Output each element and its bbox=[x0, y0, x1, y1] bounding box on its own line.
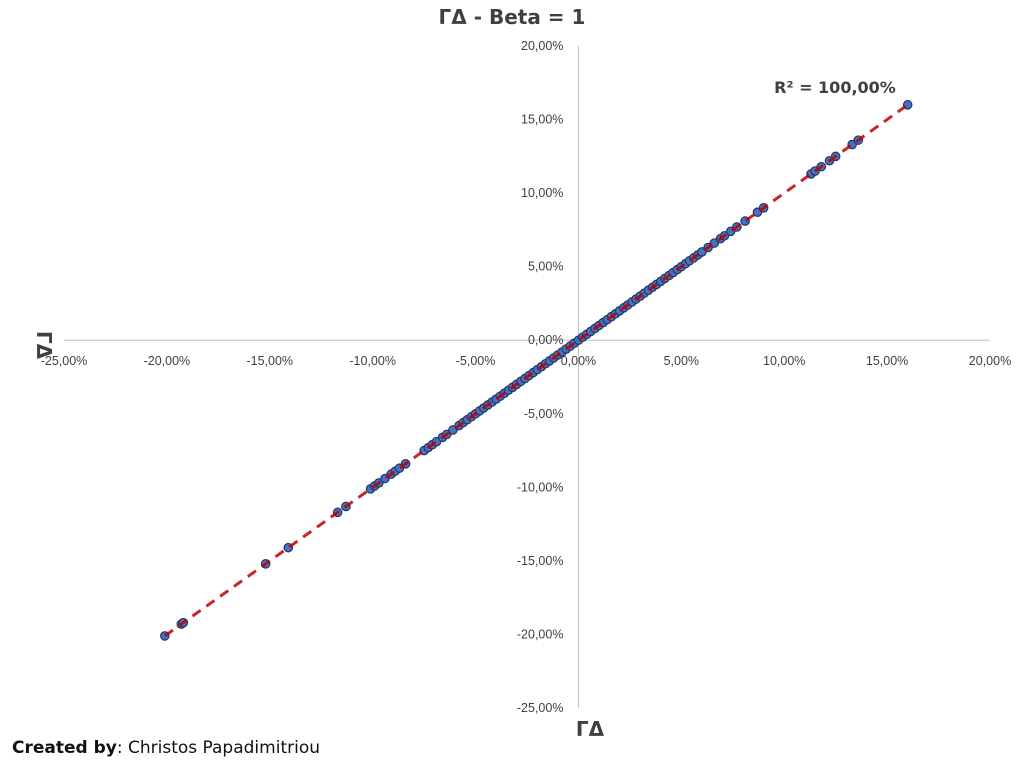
y-tick-label: 20,00% bbox=[521, 39, 563, 53]
y-tick-label: 10,00% bbox=[521, 186, 563, 200]
y-tick-label: 0,00% bbox=[528, 333, 563, 347]
axes bbox=[64, 46, 990, 708]
x-tick-label: -5,00% bbox=[456, 354, 496, 368]
x-tick-labels: -25,00% -20,00% -15,00% -10,00% -5,00% 0,00% 5… bbox=[41, 354, 1011, 368]
y-tick-labels: 20,00% 15,00% 10,00% 5,00% 0,00% -5,00% -10,00… bbox=[517, 39, 564, 715]
x-tick-label: -25,00% bbox=[41, 354, 88, 368]
x-tick-label: -20,00% bbox=[144, 354, 191, 368]
credit-author: : Christos Papadimitriou bbox=[116, 738, 320, 758]
y-tick-label: -25,00% bbox=[517, 701, 564, 715]
y-tick-label: 5,00% bbox=[528, 260, 563, 274]
y-tick-label: -10,00% bbox=[517, 480, 564, 494]
y-tick-label: 15,00% bbox=[521, 113, 563, 127]
x-tick-label: -15,00% bbox=[246, 354, 293, 368]
x-tick-label: 10,00% bbox=[763, 354, 805, 368]
x-axis-title: ΓΔ bbox=[576, 717, 605, 738]
y-tick-label: -15,00% bbox=[517, 554, 564, 568]
r-squared-annotation: R² = 100,00% bbox=[774, 78, 896, 97]
x-tick-label: -10,00% bbox=[349, 354, 396, 368]
x-tick-label: 20,00% bbox=[969, 354, 1011, 368]
chart-title: ΓΔ - Beta = 1 bbox=[439, 5, 586, 29]
y-tick-label: -20,00% bbox=[517, 627, 564, 641]
x-tick-label: 5,00% bbox=[664, 354, 699, 368]
y-axis-title: ΓΔ bbox=[32, 331, 56, 360]
x-tick-label: 0,00% bbox=[561, 354, 596, 368]
y-tick-label: -5,00% bbox=[524, 407, 564, 421]
credit-label: Created by bbox=[12, 738, 117, 758]
scatter-chart: ΓΔ - Beta = 1 -25,00% -20,00% -15,00% -10,0… bbox=[32, 5, 1011, 738]
x-tick-label: 15,00% bbox=[866, 354, 908, 368]
credit-line: Created by: Christos Papadimitriou bbox=[12, 738, 320, 758]
